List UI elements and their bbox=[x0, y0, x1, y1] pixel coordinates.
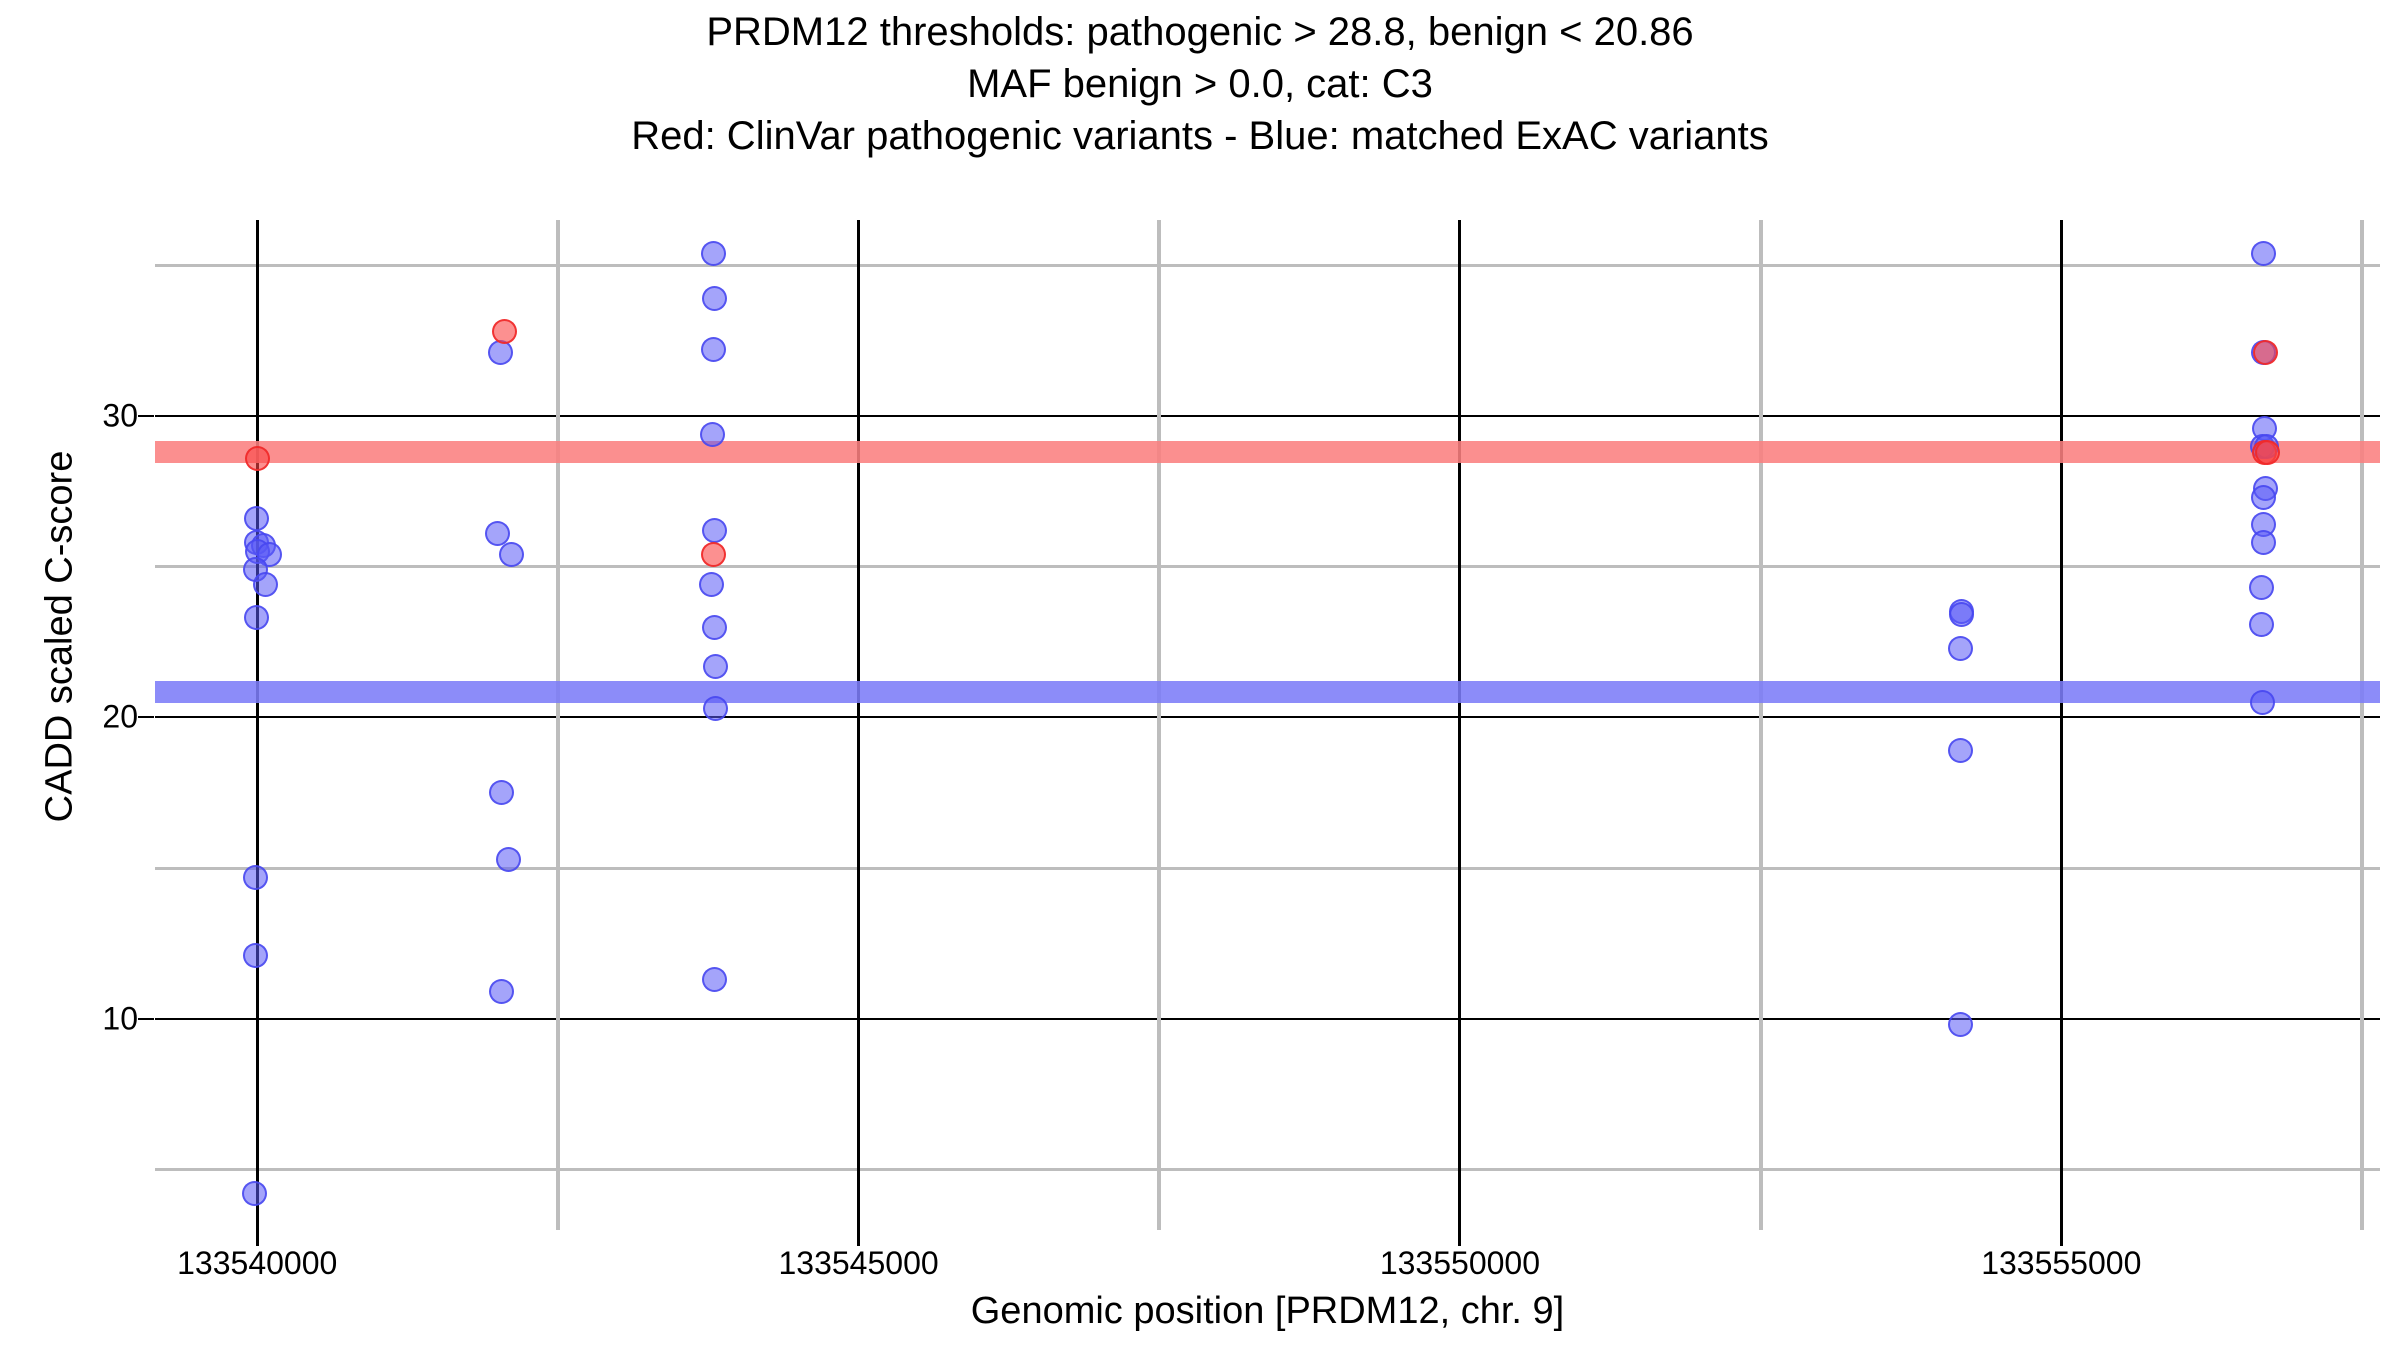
y-tick bbox=[138, 414, 154, 417]
data-point-pathogenic bbox=[2255, 439, 2281, 465]
data-point-pathogenic bbox=[2253, 340, 2279, 366]
data-point-exac bbox=[699, 421, 725, 447]
gridline-vertical-minor bbox=[1758, 220, 1763, 1230]
gridline-horizontal-minor bbox=[155, 565, 2380, 569]
gridline-vertical-minor bbox=[555, 220, 560, 1230]
data-point-exac bbox=[701, 285, 727, 311]
y-tick-label: 20 bbox=[102, 698, 138, 735]
x-tick-label: 133550000 bbox=[1379, 1245, 1541, 1281]
plot-panel bbox=[155, 220, 2380, 1230]
data-point-exac bbox=[699, 572, 725, 598]
data-point-exac bbox=[1948, 738, 1974, 764]
data-point-exac bbox=[2249, 575, 2275, 601]
data-point-exac bbox=[242, 1181, 268, 1207]
gridline-vertical-major bbox=[255, 220, 259, 1230]
x-tick-label: 133555000 bbox=[1981, 1245, 2142, 1281]
title-line-2: MAF benign > 0.0, cat: C3 bbox=[967, 62, 1433, 106]
data-point-exac bbox=[1948, 1012, 1974, 1038]
y-axis-title: CADD scaled C-score bbox=[38, 450, 81, 823]
data-point-exac bbox=[1948, 635, 1974, 661]
gridline-horizontal-major bbox=[155, 716, 2380, 719]
data-point-exac bbox=[253, 572, 279, 598]
gridline-horizontal-minor bbox=[155, 866, 2380, 870]
title-line-3: Red: ClinVar pathogenic variants - Blue:… bbox=[631, 114, 1769, 158]
y-tick-label: 10 bbox=[102, 1000, 138, 1037]
x-tick bbox=[857, 1230, 861, 1246]
y-tick-label: 30 bbox=[102, 397, 138, 434]
threshold-band-pathogenic bbox=[155, 441, 2380, 464]
data-point-exac bbox=[700, 240, 726, 266]
data-point-exac bbox=[498, 542, 524, 568]
data-point-exac bbox=[2249, 689, 2275, 715]
gridline-horizontal-minor bbox=[155, 263, 2380, 267]
x-axis-title: Genomic position [PRDM12, chr. 9] bbox=[970, 1290, 1565, 1332]
data-point-exac bbox=[243, 505, 269, 531]
data-point-exac bbox=[496, 846, 522, 872]
data-point-exac bbox=[242, 943, 268, 969]
y-tick bbox=[138, 716, 154, 719]
data-point-exac bbox=[702, 653, 728, 679]
title-line-1: PRDM12 thresholds: pathogenic > 28.8, be… bbox=[706, 10, 1694, 54]
y-tick bbox=[138, 1017, 154, 1020]
data-point-exac bbox=[2250, 484, 2276, 510]
threshold-band-benign bbox=[155, 680, 2380, 703]
data-point-exac bbox=[244, 605, 270, 631]
data-point-exac bbox=[701, 518, 727, 544]
gridline-vertical-major bbox=[2059, 220, 2063, 1230]
x-tick-label: 133545000 bbox=[778, 1245, 939, 1281]
data-point-exac bbox=[2250, 240, 2276, 266]
x-tick bbox=[2059, 1230, 2063, 1246]
data-point-exac bbox=[701, 967, 727, 993]
gridline-horizontal-major bbox=[155, 414, 2380, 417]
data-point-exac bbox=[702, 614, 728, 640]
data-point-pathogenic bbox=[701, 542, 727, 568]
data-point-exac bbox=[488, 780, 514, 806]
gridline-vertical-major bbox=[1458, 220, 1462, 1230]
chart-title: PRDM12 thresholds: pathogenic > 28.8, be… bbox=[0, 6, 2400, 162]
data-point-exac bbox=[242, 864, 268, 890]
x-tick bbox=[255, 1230, 259, 1246]
gridline-horizontal-minor bbox=[155, 1168, 2380, 1172]
gridline-vertical-minor bbox=[2359, 220, 2364, 1230]
data-point-exac bbox=[1948, 602, 1974, 628]
data-point-exac bbox=[2249, 611, 2275, 637]
data-point-pathogenic bbox=[244, 445, 270, 471]
data-point-exac bbox=[2250, 530, 2276, 556]
x-tick-label: 133540000 bbox=[177, 1245, 338, 1281]
data-point-exac bbox=[485, 521, 511, 547]
x-tick bbox=[1458, 1230, 1462, 1246]
data-point-exac bbox=[487, 340, 513, 366]
gridline-horizontal-major bbox=[155, 1017, 2380, 1020]
data-point-exac bbox=[488, 979, 514, 1005]
gridline-vertical-major bbox=[857, 220, 861, 1230]
data-point-exac bbox=[702, 695, 728, 721]
gridline-vertical-minor bbox=[1157, 220, 1162, 1230]
data-point-exac bbox=[700, 337, 726, 363]
data-point-pathogenic bbox=[492, 319, 518, 345]
